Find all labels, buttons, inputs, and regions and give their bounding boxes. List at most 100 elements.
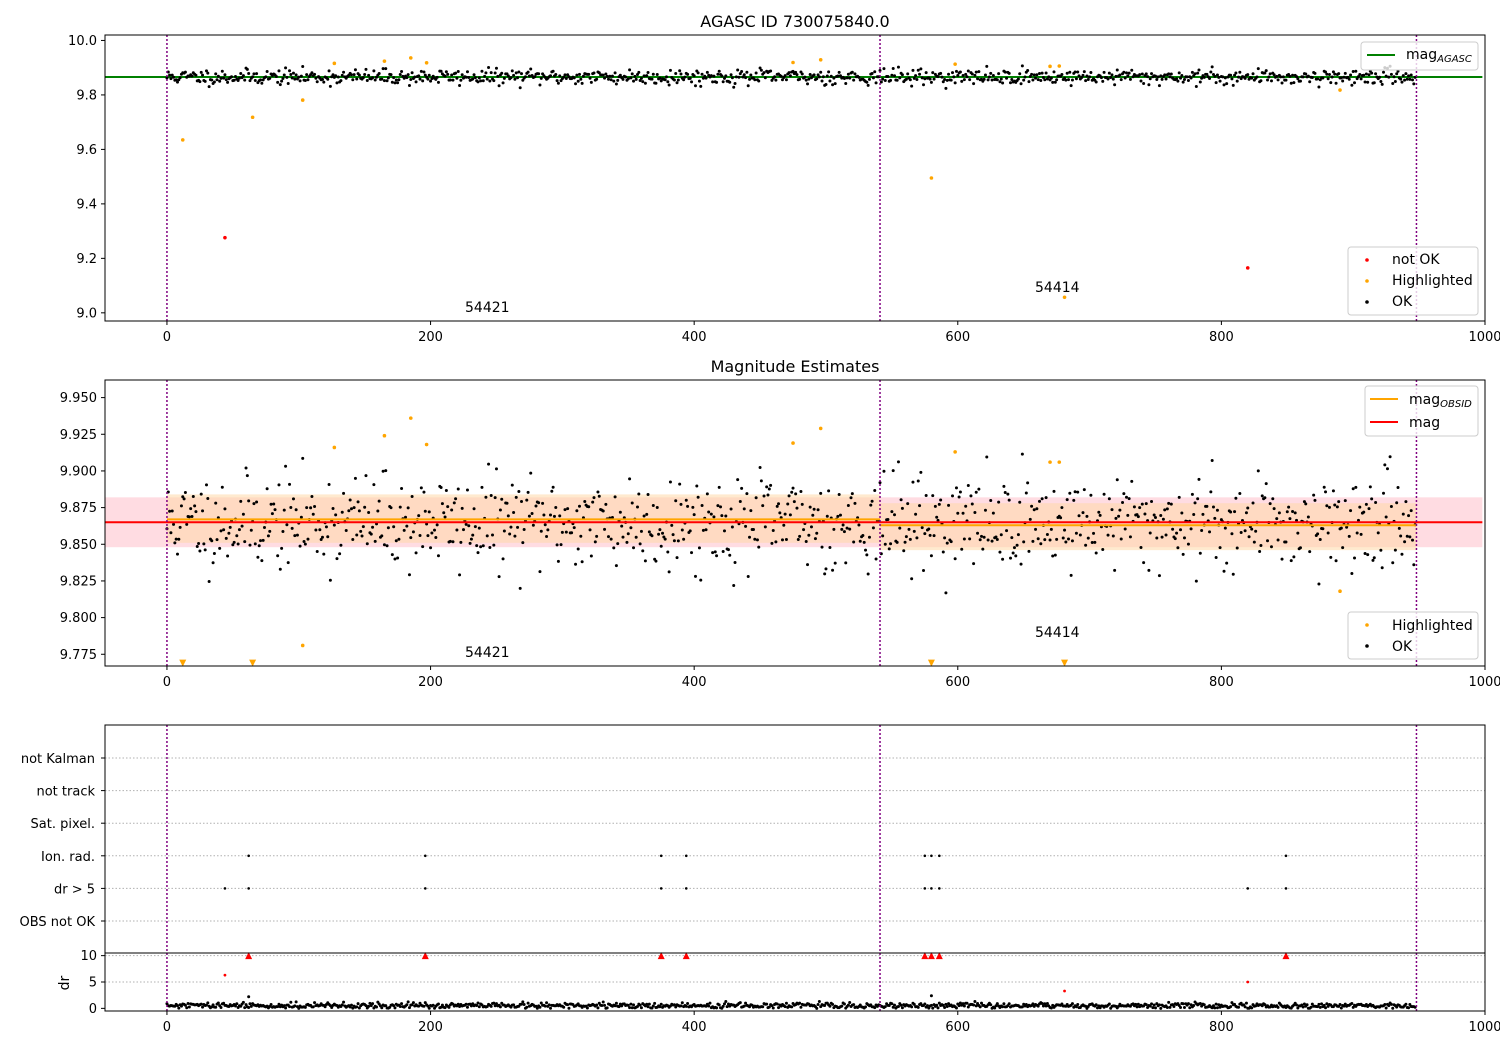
dr-point [605, 1006, 609, 1010]
flag-label: not track [36, 785, 95, 800]
dr-point [1229, 1005, 1233, 1009]
ok-est-point [509, 525, 513, 529]
ok-est-point [219, 529, 223, 533]
dr-capped-marker [927, 952, 935, 960]
ok-est-point [1053, 553, 1057, 557]
dr-point [566, 1003, 570, 1007]
ok-est-point [1356, 518, 1360, 522]
ok-point [746, 84, 750, 88]
ok-est-point [1200, 528, 1204, 532]
ok-est-point [559, 543, 563, 547]
ok-point [1310, 76, 1314, 80]
panel4-xtick-label-200: 200 [418, 1020, 443, 1035]
ok-point [506, 74, 510, 78]
ok-point [788, 74, 792, 78]
ok-point [1331, 70, 1335, 74]
panel2-xtick-label-200: 200 [418, 675, 443, 690]
ok-point [1064, 78, 1068, 82]
dr-point [958, 1001, 962, 1005]
ok-point [736, 68, 740, 72]
ok-est-point [218, 546, 222, 550]
ok-est-point [1074, 531, 1078, 535]
dr-point [447, 1005, 451, 1009]
ok-point [479, 79, 483, 83]
ok-point [427, 73, 431, 77]
panel2-ytick-label-4: 9.875 [60, 501, 97, 516]
ok-est-point [220, 485, 224, 489]
ok-point [448, 78, 452, 82]
ok-est-point [1169, 502, 1173, 506]
ok-point [1074, 77, 1078, 81]
ok-est-point [203, 548, 207, 552]
ok-est-point [1003, 491, 1007, 495]
ok-point [1333, 72, 1337, 76]
dr-point [601, 1000, 605, 1004]
ok-point [1343, 71, 1347, 75]
ok-est-point [243, 540, 247, 544]
ok-point [381, 67, 385, 71]
ok-est-point [1122, 492, 1126, 496]
ok-point [313, 72, 317, 76]
ok-est-point [1388, 455, 1392, 459]
ok-point [911, 68, 915, 72]
ok-est-point [1401, 512, 1405, 516]
ok-point [392, 76, 396, 80]
ok-est-point [1073, 490, 1077, 494]
ok-est-point [883, 542, 887, 546]
ok-est-point [442, 511, 446, 515]
ok-point [575, 73, 579, 77]
dr-point [375, 1005, 379, 1009]
ok-est-point [298, 544, 302, 548]
ok-est-point [717, 485, 721, 489]
ok-est-point [1411, 538, 1415, 542]
ok-est-point [1231, 572, 1235, 576]
ok-point [1168, 75, 1172, 79]
ok-point [1259, 79, 1263, 83]
ok-est-point [1276, 538, 1280, 542]
ok-point [1275, 74, 1279, 78]
ok-est-point [800, 502, 804, 506]
ok-point [977, 70, 981, 74]
ok-est-point [405, 524, 409, 528]
ok-point [1155, 78, 1159, 82]
ok-point [587, 72, 591, 76]
ok-est-point [577, 504, 581, 508]
ok-point [651, 72, 655, 76]
ok-est-point [1367, 507, 1371, 511]
ok-point [666, 80, 670, 84]
ok-point [621, 77, 625, 81]
ok-est-point [563, 508, 567, 512]
ok-est-point [342, 491, 346, 495]
ok-point [870, 72, 874, 76]
ok-point [1007, 71, 1011, 75]
ok-point [825, 74, 829, 78]
ok-est-point [668, 480, 672, 484]
dr-point [638, 1003, 642, 1007]
ok-est-point [728, 553, 732, 557]
ok-point [605, 74, 609, 78]
ok-point [949, 78, 953, 82]
panel2-ytick-label-3: 9.850 [60, 538, 97, 553]
ok-est-point [291, 497, 295, 501]
dr-point [216, 1001, 220, 1005]
dr-point [288, 1005, 292, 1009]
ok-est-point [1113, 568, 1117, 572]
ok-est-point [525, 498, 529, 502]
ok-point [172, 75, 176, 79]
ok-point [443, 74, 447, 78]
ok-est-point [811, 513, 815, 517]
ok-point [1106, 77, 1110, 81]
ok-est-point [260, 559, 264, 563]
ok-point [1140, 72, 1144, 76]
ok-point [1018, 72, 1022, 76]
ok-point [365, 78, 369, 82]
ok-est-point [1339, 526, 1343, 530]
ok-est-point [305, 506, 309, 510]
ok-point [1231, 83, 1235, 87]
ok-point [247, 71, 251, 75]
ok-est-point [754, 496, 758, 500]
ok-est-point [224, 536, 228, 540]
ok-point [960, 79, 964, 83]
highlighted-point [953, 62, 957, 66]
ok-point [968, 78, 972, 82]
